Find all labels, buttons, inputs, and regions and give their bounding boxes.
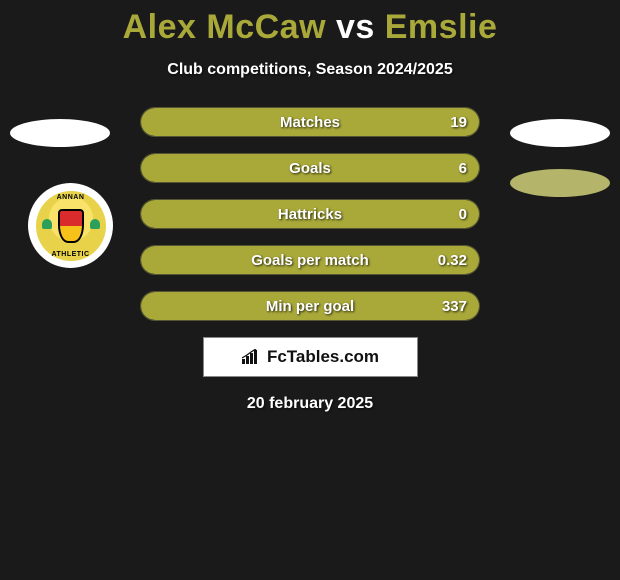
snapshot-date: 20 february 2025 — [0, 395, 620, 413]
comparison-title: Alex McCaw vs Emslie — [0, 0, 620, 47]
club-crest: ANNAN ATHLETIC — [28, 183, 113, 268]
stat-row: Hattricks0 — [140, 199, 480, 229]
brand-text-prefix: Fc — [267, 347, 287, 366]
stat-value: 0 — [459, 200, 467, 228]
stat-value: 19 — [450, 108, 467, 136]
brand-text: FcTables.com — [267, 347, 379, 367]
stat-label: Min per goal — [141, 292, 479, 320]
player2-name: Emslie — [385, 8, 498, 46]
player1-name: Alex McCaw — [123, 8, 326, 46]
player2-placeholder-oval-bottom — [510, 169, 610, 197]
crest-thistle-left — [42, 219, 52, 229]
stat-label: Matches — [141, 108, 479, 136]
subtitle: Club competitions, Season 2024/2025 — [0, 61, 620, 79]
bar-chart-icon — [241, 349, 261, 365]
player2-placeholder-oval-top — [510, 119, 610, 147]
stat-value: 337 — [442, 292, 467, 320]
brand-box: FcTables.com — [203, 337, 418, 377]
brand-text-suffix: Tables.com — [287, 347, 379, 366]
stat-row: Min per goal337 — [140, 291, 480, 321]
crest-text-bottom: ATHLETIC — [36, 251, 106, 258]
crest-shield-icon — [58, 209, 84, 243]
stat-value: 6 — [459, 154, 467, 182]
crest-text-top: ANNAN — [36, 194, 106, 201]
stat-row: Goals per match0.32 — [140, 245, 480, 275]
stat-bars: Matches19 Goals6 Hattricks0 Goals per match… — [140, 107, 480, 321]
stat-row: Matches19 — [140, 107, 480, 137]
club-crest-inner: ANNAN ATHLETIC — [36, 191, 106, 261]
stat-value: 0.32 — [438, 246, 467, 274]
crest-thistle-right — [90, 219, 100, 229]
player1-placeholder-oval — [10, 119, 110, 147]
stat-label: Goals — [141, 154, 479, 182]
vs-separator: vs — [336, 8, 375, 46]
stat-label: Goals per match — [141, 246, 479, 274]
stat-label: Hattricks — [141, 200, 479, 228]
stat-row: Goals6 — [140, 153, 480, 183]
stats-arena: ANNAN ATHLETIC Matches19Goals6Hattricks0… — [0, 107, 620, 413]
